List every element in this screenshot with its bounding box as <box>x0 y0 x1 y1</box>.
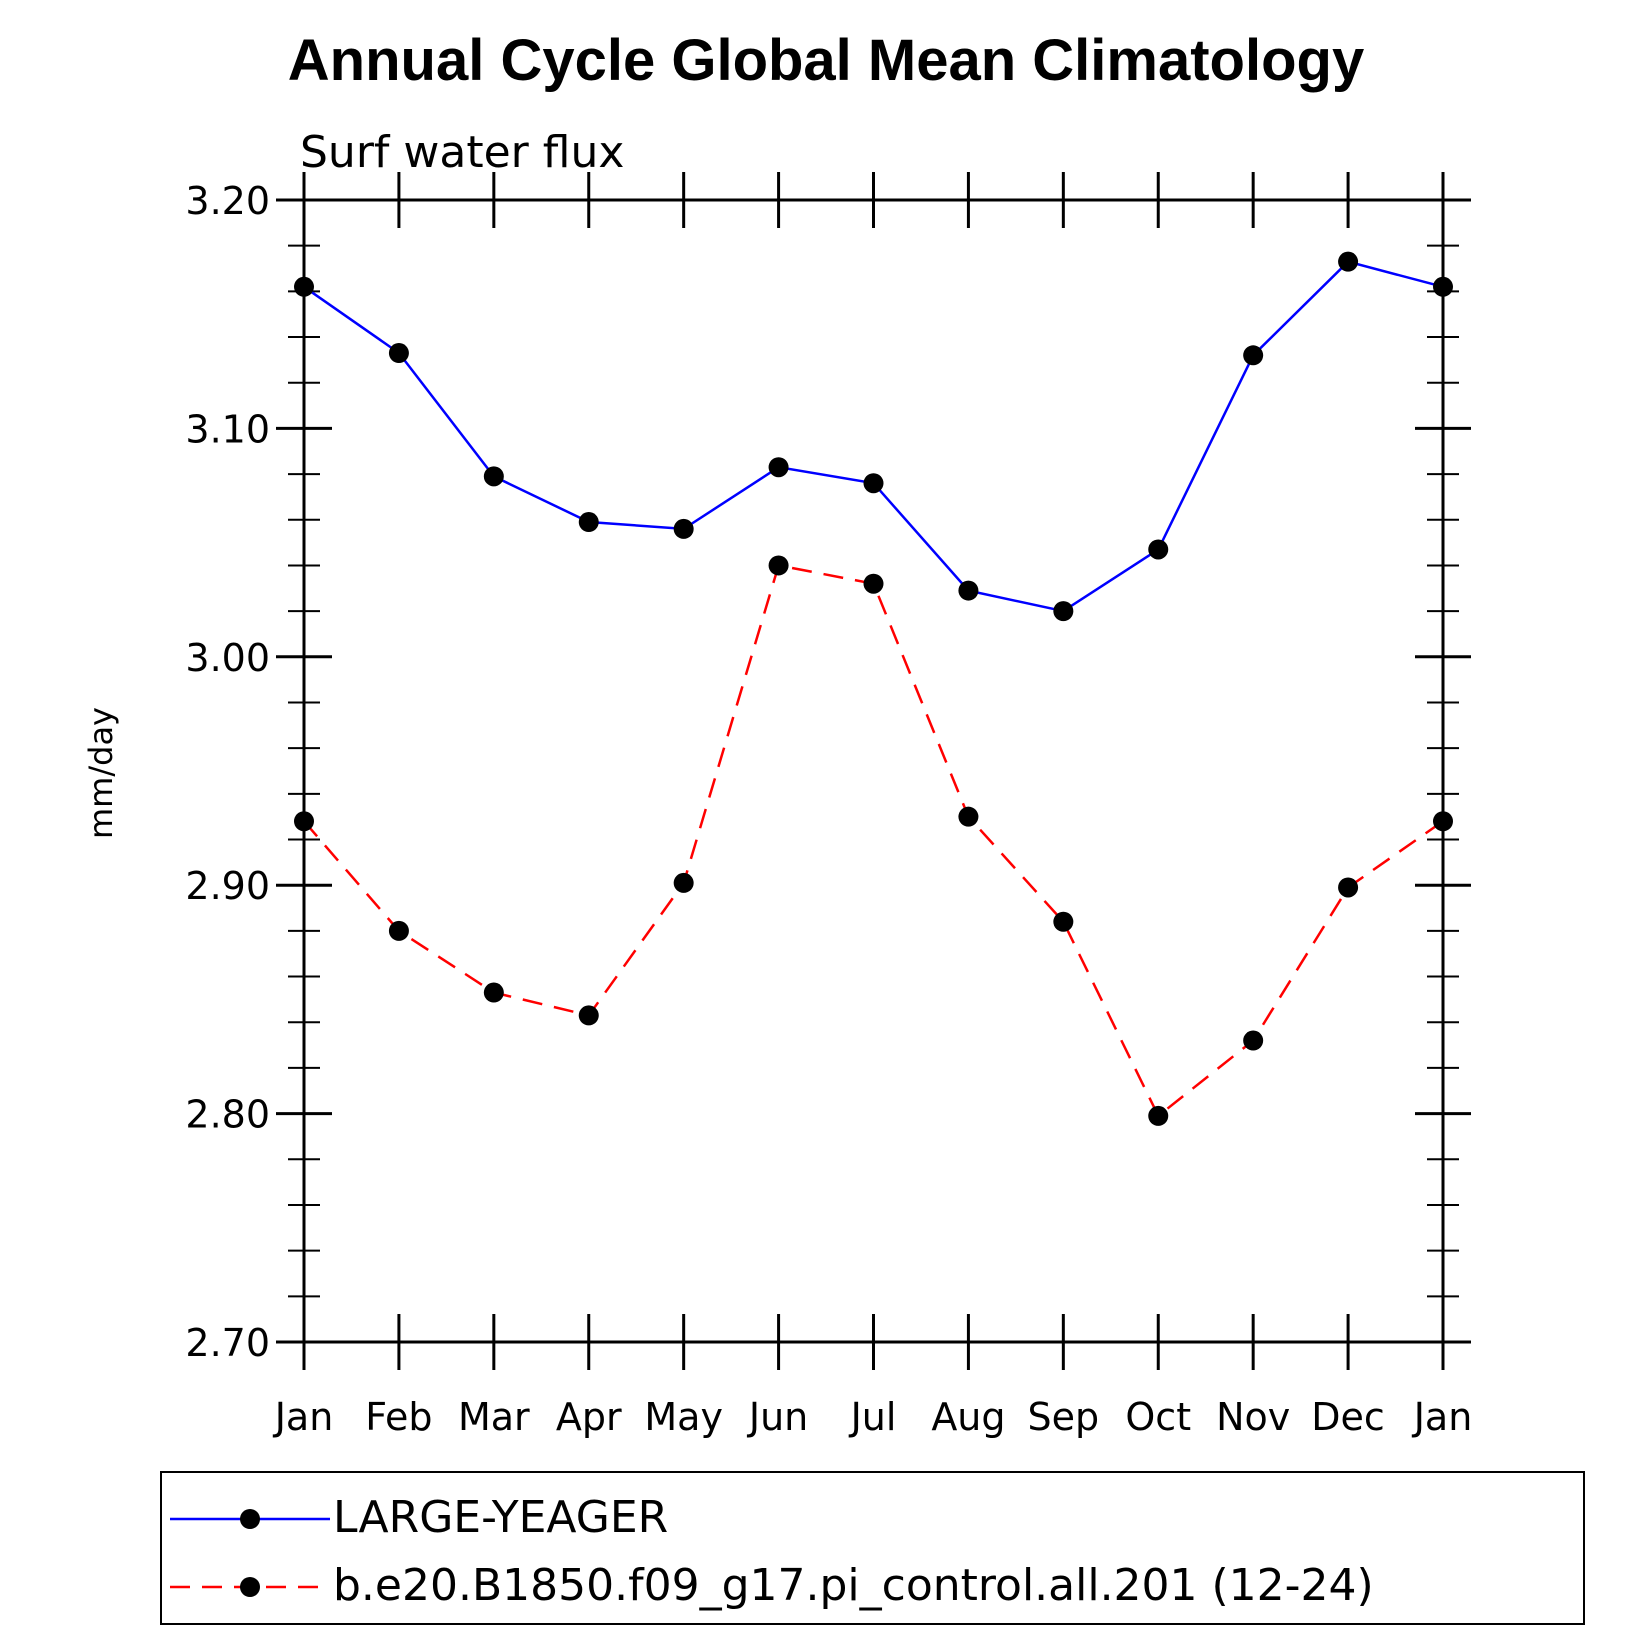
x-tick-label: Jan <box>1412 1395 1473 1439</box>
series-group <box>294 251 1453 1126</box>
y-tick-label: 3.20 <box>185 179 270 223</box>
legend-marker-0 <box>240 1509 260 1529</box>
x-tick-label: Jul <box>849 1395 897 1439</box>
series-1-point <box>1338 877 1359 898</box>
x-tick-label: Oct <box>1125 1395 1191 1439</box>
axis-ticks: Jan Feb Mar Apr May Jun Jul Aug Sep Oct Nov Dec Jan2… <box>185 172 1472 1439</box>
series-1-point <box>958 806 979 827</box>
y-tick-label: 2.80 <box>185 1093 270 1137</box>
legend-entry-large-yeager: LARGE-YEAGER <box>333 1492 668 1543</box>
series-1-point <box>1053 911 1074 932</box>
x-tick-label: Nov <box>1216 1395 1290 1439</box>
x-tick-label: Feb <box>365 1395 432 1439</box>
x-tick-label: Sep <box>1028 1395 1100 1439</box>
legend: LARGE-YEAGER b.e20.B1850.f09_g17.pi_cont… <box>160 1471 1585 1625</box>
series-0-point <box>768 457 789 478</box>
legend-marker-1 <box>240 1577 260 1597</box>
series-0-point <box>388 343 409 364</box>
series-1-point <box>578 1005 599 1026</box>
series-0-point <box>958 580 979 601</box>
series-0-point <box>863 473 884 494</box>
x-tick-label: Apr <box>556 1395 622 1439</box>
x-tick-label: May <box>644 1395 723 1439</box>
series-0-point <box>673 518 694 539</box>
legend-entry-b-e20-control: b.e20.B1850.f09_g17.pi_control.all.201 (… <box>333 1560 1374 1611</box>
x-tick-label: Jun <box>747 1395 808 1439</box>
legend-box <box>160 1471 1585 1625</box>
series-1-point <box>1243 1030 1264 1051</box>
chart-subtitle: Surf water flux <box>300 127 624 178</box>
series-line-0 <box>303 260 1444 613</box>
series-line-1 <box>303 563 1444 1118</box>
series-0-point <box>1338 251 1359 272</box>
y-tick-label: 3.00 <box>185 636 270 680</box>
x-tick-label: Aug <box>931 1395 1005 1439</box>
y-axis-label: mm/day <box>82 707 120 839</box>
series-1-point <box>863 573 884 594</box>
x-tick-label: Dec <box>1311 1395 1385 1439</box>
x-tick-label: Mar <box>458 1395 530 1439</box>
series-1-point <box>673 872 694 893</box>
y-tick-label: 2.90 <box>185 864 270 908</box>
series-0-point <box>1053 601 1074 622</box>
series-1-point <box>768 555 789 576</box>
x-tick-label: Jan <box>273 1395 334 1439</box>
series-0-point <box>483 466 504 487</box>
series-0-point <box>1148 539 1169 560</box>
series-0-point <box>1243 345 1264 366</box>
series-1-point <box>388 920 409 941</box>
series-0-point <box>578 512 599 533</box>
y-tick-label: 3.10 <box>185 407 270 451</box>
plot-frame <box>302 198 1445 1344</box>
series-1-point <box>483 982 504 1003</box>
series-1-point <box>1148 1105 1169 1126</box>
chart-title: Annual Cycle Global Mean Climatology <box>288 28 1364 93</box>
y-tick-label: 2.70 <box>185 1321 270 1365</box>
